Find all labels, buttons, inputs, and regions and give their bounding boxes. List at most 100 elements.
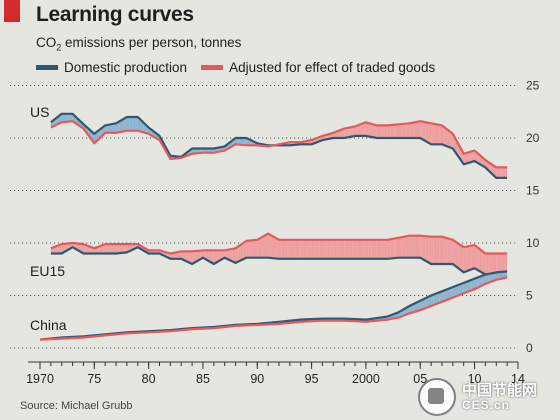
gap-fill-eu15 [412, 236, 415, 258]
gap-fill-us [434, 124, 437, 144]
y-tick-label: 5 [526, 289, 533, 303]
gap-fill-us [428, 123, 431, 145]
gap-fill-eu15 [328, 240, 331, 259]
gap-fill-us [409, 123, 412, 138]
gap-fill-us [377, 125, 380, 138]
watermark-en: CES.cn [462, 399, 537, 412]
y-tick-label: 25 [526, 79, 540, 93]
gap-fill-eu15 [347, 240, 350, 259]
gap-fill-eu15 [336, 240, 339, 259]
gap-fill-us [374, 125, 377, 138]
source-note: Source: Michael Grubb [20, 400, 133, 412]
gap-fill-eu15 [371, 240, 374, 259]
gap-fill-eu15 [119, 244, 122, 253]
x-tick-label: 85 [196, 372, 210, 386]
gap-fill-eu15 [295, 240, 298, 259]
series-adjusted-china [40, 278, 507, 340]
gap-fill-eu15 [309, 240, 312, 259]
gap-fill-eu15 [466, 246, 469, 271]
gap-fill-us [496, 167, 499, 178]
gap-fill-eu15 [442, 237, 445, 264]
gap-fill-eu15 [456, 242, 459, 269]
gap-fill-eu15 [423, 236, 426, 261]
gap-fill-us [382, 125, 385, 138]
gap-fill-eu15 [407, 236, 410, 258]
gap-fill-eu15 [415, 236, 418, 258]
gap-fill-eu15 [401, 237, 404, 258]
x-tick-label: 80 [142, 372, 156, 386]
watermark-logo-icon [418, 378, 456, 416]
gap-fill-eu15 [341, 240, 344, 259]
gap-fill-eu15 [382, 240, 385, 259]
gap-fill-us [404, 124, 407, 138]
gap-fill-eu15 [388, 239, 391, 258]
gap-fill-eu15 [461, 245, 464, 272]
gap-fill-eu15 [290, 240, 293, 259]
gap-fill-eu15 [344, 240, 347, 259]
gap-fill-us [396, 124, 399, 138]
gap-fill-us [369, 123, 372, 137]
gap-fill-eu15 [428, 236, 431, 264]
region-label-eu15: EU15 [30, 263, 65, 279]
gap-fill-us [502, 167, 505, 178]
gap-fill-eu15 [358, 240, 361, 259]
gap-fill-eu15 [111, 244, 114, 253]
gap-fill-eu15 [488, 254, 491, 275]
gap-fill-us [393, 125, 396, 138]
gap-fill-eu15 [418, 236, 421, 258]
gap-fill-eu15 [282, 240, 285, 259]
gap-fill-eu15 [325, 240, 328, 259]
region-label-china: China [30, 317, 67, 333]
gap-fill-eu15 [469, 246, 472, 271]
gap-fill-eu15 [472, 245, 475, 269]
gap-fill-eu15 [306, 240, 309, 259]
gap-fill-eu15 [246, 241, 249, 258]
gap-fill-eu15 [390, 239, 393, 259]
gap-fill-us [130, 117, 133, 131]
gap-fill-eu15 [458, 244, 461, 271]
gap-fill-eu15 [464, 247, 467, 273]
gap-fill-us [390, 125, 393, 138]
gap-fill-eu15 [333, 240, 336, 259]
gap-fill-eu15 [279, 240, 282, 259]
gap-fill-eu15 [287, 240, 290, 259]
gap-fill-eu15 [108, 244, 111, 253]
gap-fill-us [439, 125, 442, 144]
gap-fill-eu15 [320, 240, 323, 259]
gap-fill-eu15 [477, 247, 480, 271]
gap-fill-eu15 [350, 240, 353, 259]
gap-fill-eu15 [257, 238, 260, 257]
gap-fill-us [407, 123, 410, 138]
gap-fill-eu15 [105, 244, 108, 253]
gap-fill-us [399, 124, 402, 138]
gap-fill-eu15 [113, 244, 116, 253]
y-tick-label: 10 [526, 236, 540, 250]
watermark: 中国节能网 CES.cn [418, 376, 558, 418]
gap-fill-eu15 [116, 244, 119, 253]
gap-fill-us [135, 117, 138, 131]
gap-fill-eu15 [352, 240, 355, 259]
gap-fill-eu15 [480, 249, 483, 273]
gap-fill-eu15 [483, 251, 486, 274]
gap-fill-us [415, 122, 418, 138]
gap-fill-eu15 [298, 240, 301, 259]
gap-fill-us [388, 125, 391, 138]
gap-fill-us [504, 167, 507, 178]
gap-fill-eu15 [437, 237, 440, 264]
gap-fill-eu15 [331, 240, 334, 259]
gap-fill-eu15 [255, 240, 258, 258]
gap-fill-eu15 [450, 239, 453, 264]
gap-fill-eu15 [399, 237, 402, 257]
gap-fill-eu15 [265, 234, 268, 258]
gap-fill-eu15 [434, 237, 437, 264]
gap-fill-us [379, 125, 382, 138]
gap-fill-eu15 [369, 240, 372, 259]
gap-fill-eu15 [322, 240, 325, 259]
gap-fill-eu15 [379, 240, 382, 259]
gap-fill-eu15 [252, 240, 255, 258]
gap-fill-eu15 [274, 237, 277, 259]
gap-fill-us [366, 122, 369, 136]
x-tick-label: 1970 [26, 372, 54, 386]
gap-fill-eu15 [485, 254, 488, 275]
gap-fill-us [499, 167, 502, 178]
